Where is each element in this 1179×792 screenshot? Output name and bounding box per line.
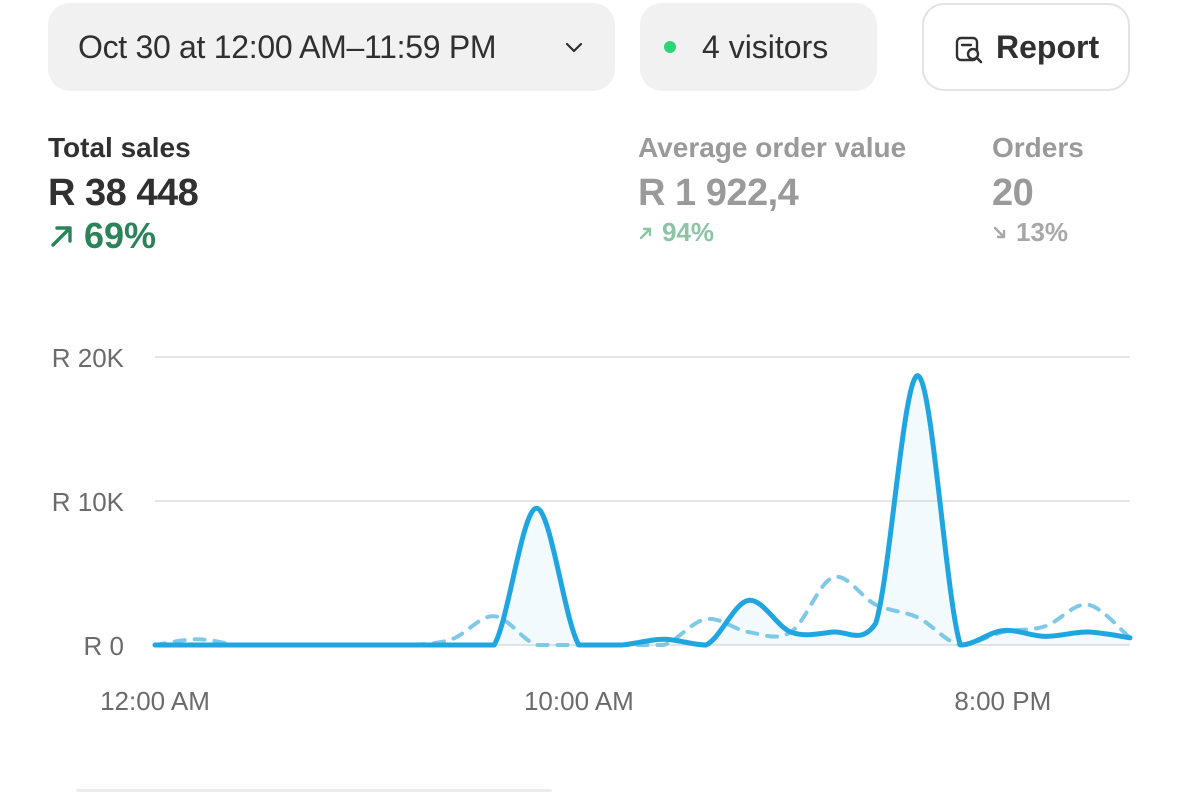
metric-change: 94% bbox=[638, 217, 906, 248]
chevron-down-icon bbox=[565, 42, 583, 53]
total-sales-metric[interactable]: Total sales R 38 448 69% bbox=[48, 132, 199, 257]
report-icon bbox=[955, 36, 983, 64]
arrow-up-right-icon bbox=[51, 226, 72, 247]
metric-change-value: 13% bbox=[1016, 217, 1069, 247]
metric-label: Average order value bbox=[638, 132, 907, 163]
metric-value: R 38 448 bbox=[48, 172, 199, 214]
report-button[interactable]: Report bbox=[922, 3, 1130, 91]
x-axis-tick-label: 8:00 PM bbox=[954, 686, 1051, 716]
metric-change-value: 94% bbox=[662, 217, 715, 247]
divider bbox=[76, 789, 552, 792]
date-range-picker[interactable]: Oct 30 at 12:00 AM–11:59 PM bbox=[48, 3, 615, 91]
orders-metric[interactable]: Orders 20 13% bbox=[992, 132, 1084, 248]
y-axis-tick-label: R 20K bbox=[52, 343, 125, 373]
series-area bbox=[155, 375, 1130, 645]
report-label: Report bbox=[996, 28, 1100, 65]
live-status-dot bbox=[664, 41, 676, 53]
sales-line-chart[interactable]: R 0 R 10K R 20K 12:00 AM 10:00 AM 8:00 PM bbox=[0, 300, 1179, 740]
x-axis-tick-label: 12:00 AM bbox=[100, 686, 210, 716]
arrow-down-right-icon bbox=[993, 226, 1006, 238]
date-range-label: Oct 30 at 12:00 AM–11:59 PM bbox=[78, 28, 497, 65]
metric-value: 20 bbox=[992, 172, 1034, 214]
metric-change-value: 69% bbox=[84, 215, 157, 256]
metric-value: R 1 922,4 bbox=[638, 172, 799, 214]
arrow-up-right-icon bbox=[639, 227, 652, 239]
metric-change: 69% bbox=[48, 215, 198, 257]
x-axis-tick-label: 10:00 AM bbox=[524, 686, 634, 716]
y-axis-tick-label: R 10K bbox=[52, 487, 125, 517]
filter-bar: Oct 30 at 12:00 AM–11:59 PM 4 visitors R… bbox=[0, 0, 1179, 100]
metric-label: Total sales bbox=[48, 132, 191, 163]
current-series-line bbox=[152, 373, 1133, 648]
average-order-value-metric[interactable]: Average order value R 1 922,4 94% bbox=[638, 132, 906, 248]
live-visitors-badge[interactable]: 4 visitors bbox=[640, 3, 877, 91]
metric-change: 13% bbox=[992, 217, 1084, 248]
y-axis-tick-label: R 0 bbox=[84, 631, 124, 661]
metric-label: Orders bbox=[992, 132, 1084, 163]
visitors-count: 4 visitors bbox=[702, 28, 829, 65]
